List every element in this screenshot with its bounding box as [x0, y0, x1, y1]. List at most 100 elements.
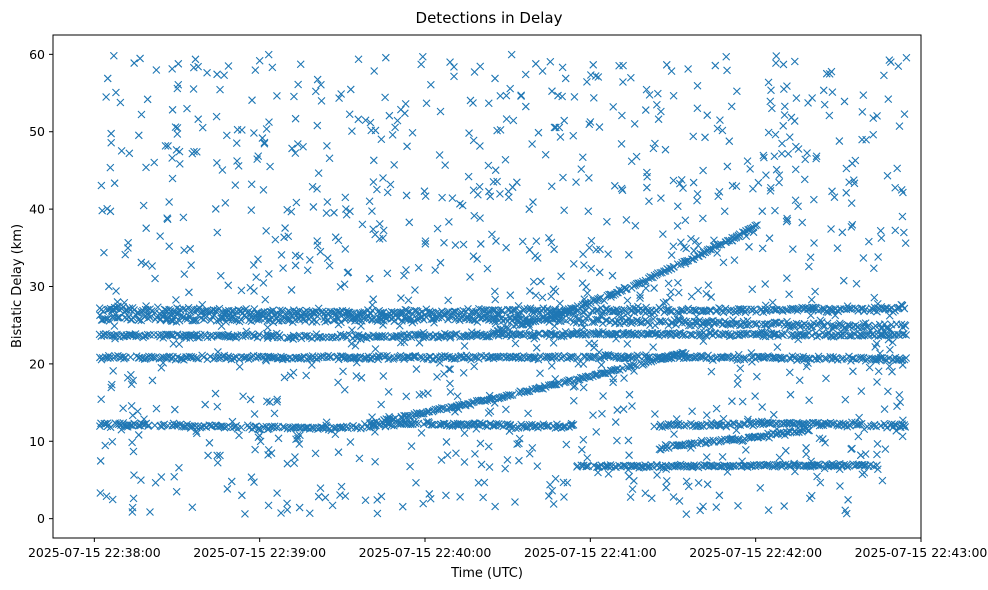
detection-marker: [664, 279, 673, 288]
detection-marker: [565, 376, 573, 384]
detection-marker: [571, 382, 579, 390]
detection-marker: [577, 445, 586, 454]
detection-marker: [233, 424, 242, 433]
detection-marker: [822, 69, 831, 78]
detection-marker: [658, 330, 667, 339]
detection-marker: [390, 421, 398, 430]
detection-marker: [836, 482, 844, 490]
detection-marker: [96, 489, 105, 497]
detection-marker: [325, 154, 334, 163]
detection-marker: [653, 471, 661, 479]
detection-marker: [532, 237, 541, 245]
detection-marker: [764, 78, 773, 87]
detection-marker: [732, 319, 740, 328]
detection-marker: [479, 493, 488, 502]
detection-marker: [894, 62, 903, 71]
detection-marker: [444, 296, 453, 305]
detection-marker: [508, 391, 517, 399]
detection-marker: [814, 352, 823, 361]
detection-marker: [560, 206, 569, 215]
detection-marker: [628, 402, 636, 410]
detection-marker: [876, 349, 884, 358]
detection-marker: [590, 318, 599, 326]
detection-marker: [108, 437, 117, 446]
x-tick-label: 2025-07-15 22:40:00: [359, 545, 492, 560]
detection-marker: [373, 185, 381, 194]
detection-marker: [280, 313, 288, 322]
detection-marker: [113, 298, 122, 306]
detection-marker: [334, 448, 343, 457]
detection-marker: [421, 192, 430, 201]
detection-marker: [405, 412, 414, 421]
detection-marker: [175, 159, 184, 168]
detection-marker: [137, 476, 145, 484]
detection-marker: [365, 419, 374, 427]
detection-marker: [544, 492, 553, 500]
detection-marker: [248, 96, 256, 105]
detection-marker: [857, 419, 866, 428]
detection-marker: [211, 205, 220, 213]
detection-marker: [589, 93, 598, 102]
detection-marker: [699, 337, 708, 346]
detection-marker: [425, 490, 434, 498]
detection-marker: [721, 329, 730, 338]
detection-marker: [168, 105, 177, 114]
detection-marker: [791, 165, 800, 174]
detection-marker: [712, 503, 721, 512]
detection-marker: [116, 419, 124, 428]
detection-marker: [547, 182, 556, 191]
detection-marker: [301, 317, 310, 325]
detection-marker: [336, 423, 345, 432]
detection-marker: [508, 183, 517, 192]
detection-marker: [834, 421, 843, 430]
detection-marker: [339, 423, 348, 432]
detection-marker: [166, 331, 175, 339]
detection-marker: [379, 174, 387, 182]
detection-marker: [669, 176, 678, 185]
detection-marker: [212, 158, 221, 167]
detection-marker: [434, 313, 443, 322]
detection-marker: [747, 349, 756, 357]
detection-marker: [525, 287, 534, 295]
detection-marker: [506, 84, 515, 93]
detection-marker: [878, 476, 887, 485]
detection-marker: [334, 320, 343, 329]
detection-marker: [352, 358, 361, 367]
detection-marker: [371, 428, 379, 436]
detection-marker: [762, 171, 770, 180]
detection-marker: [419, 328, 428, 337]
detection-marker: [790, 57, 799, 66]
detection-marker: [419, 390, 428, 398]
detection-marker: [406, 462, 414, 471]
detection-marker: [206, 352, 215, 361]
detection-marker: [277, 250, 286, 259]
detection-marker: [220, 423, 229, 432]
detection-marker: [237, 491, 246, 500]
detection-marker: [766, 97, 775, 106]
detection-marker: [398, 502, 407, 511]
detection-marker: [506, 291, 515, 300]
detection-marker: [322, 209, 331, 217]
y-axis-title: Bistatic Delay (km): [10, 224, 25, 348]
detection-marker: [600, 296, 609, 305]
detection-marker: [819, 86, 828, 95]
detection-marker: [723, 467, 732, 476]
detection-marker: [128, 503, 137, 512]
detection-marker: [491, 317, 500, 326]
detection-marker: [794, 202, 802, 211]
detection-marker: [239, 353, 248, 362]
detection-marker: [101, 441, 110, 450]
detection-marker: [537, 277, 545, 286]
detection-marker: [188, 503, 197, 512]
detection-marker: [264, 352, 273, 361]
detection-marker: [612, 334, 620, 343]
detection-marker: [714, 421, 723, 430]
detection-marker: [168, 311, 176, 320]
detection-marker: [134, 431, 143, 439]
detection-marker: [276, 333, 285, 342]
detection-marker: [560, 493, 568, 501]
detection-marker: [433, 405, 442, 414]
detection-marker: [616, 354, 625, 363]
detection-marker: [693, 190, 702, 198]
detection-marker: [176, 305, 184, 314]
